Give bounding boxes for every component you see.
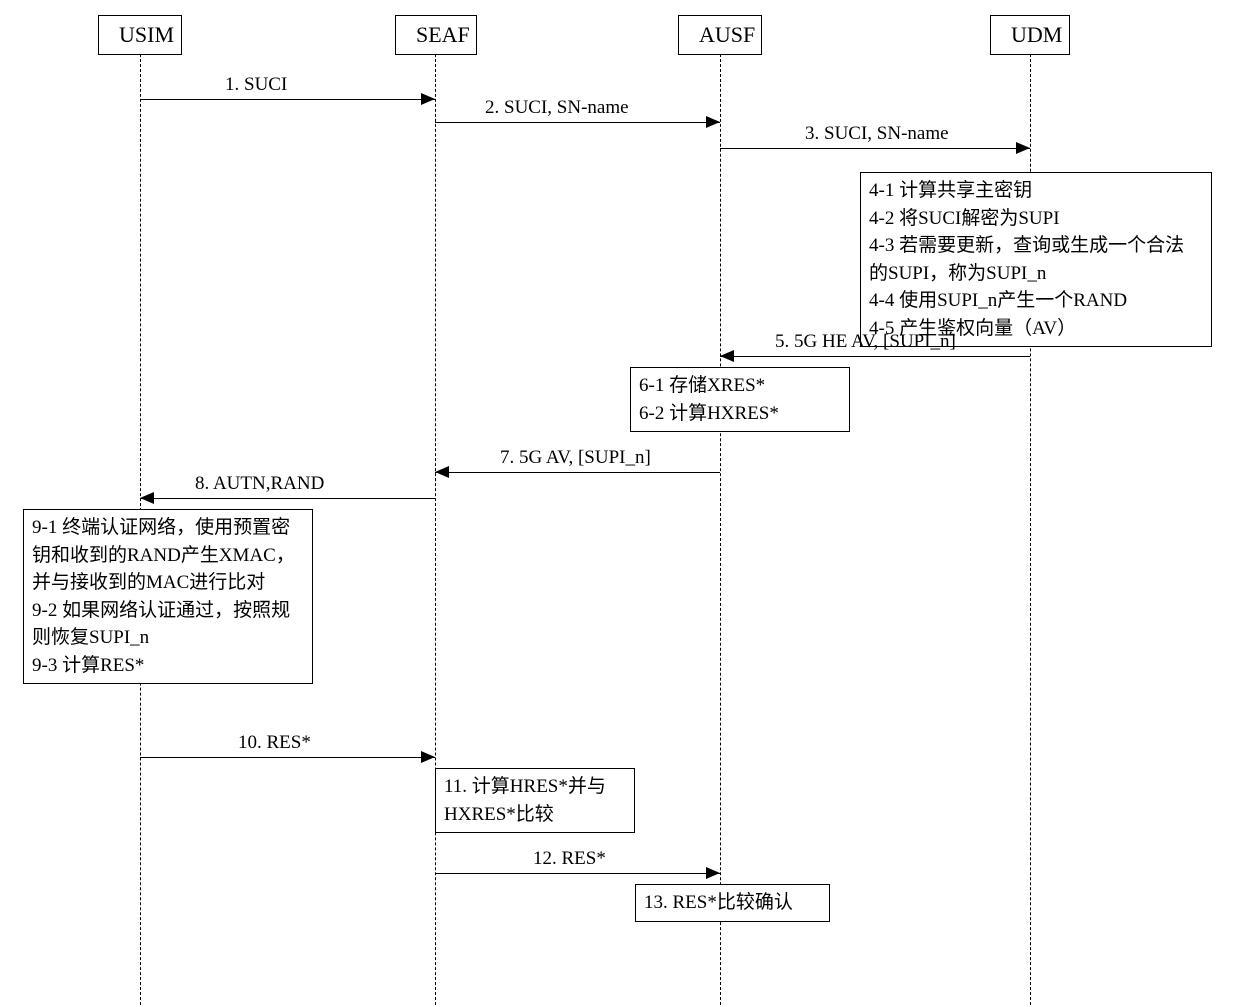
msg-2-arrow: [706, 116, 720, 128]
msg-7-label: 7. 5G AV, [SUPI_n]: [500, 447, 651, 469]
actor-seaf: SEAF: [395, 15, 477, 55]
msg-10-line: [140, 757, 435, 758]
msg-10-arrow: [421, 751, 435, 763]
msg-12-line: [435, 873, 720, 874]
msg-10-label: 10. RES*: [238, 732, 311, 754]
msg-7-arrow: [435, 466, 449, 478]
sequence-diagram: USIM SEAF AUSF UDM 1. SUCI 2. SUCI, SN-n…: [0, 0, 1240, 1007]
msg-12-label: 12. RES*: [533, 848, 606, 870]
msg-12-arrow: [706, 867, 720, 879]
msg-1-line: [140, 99, 435, 100]
note-4: 4-1 计算共享主密钥 4-2 将SUCI解密为SUPI 4-3 若需要更新，查…: [860, 172, 1212, 347]
actor-ausf: AUSF: [678, 15, 762, 55]
msg-8-line: [140, 498, 435, 499]
msg-5-line: [720, 356, 1030, 357]
note-6: 6-1 存储XRES* 6-2 计算HXRES*: [630, 367, 850, 432]
msg-7-line: [435, 472, 720, 473]
msg-5-label: 5. 5G HE AV, [SUPI_n]: [775, 331, 956, 353]
actor-usim: USIM: [98, 15, 182, 55]
note-9: 9-1 终端认证网络，使用预置密钥和收到的RAND产生XMAC，并与接收到的MA…: [23, 509, 313, 684]
note-11: 11. 计算HRES*并与HXRES*比较: [435, 768, 635, 833]
msg-3-line: [720, 148, 1030, 149]
msg-1-label: 1. SUCI: [225, 74, 287, 96]
msg-8-arrow: [140, 492, 154, 504]
msg-2-line: [435, 122, 720, 123]
actor-udm: UDM: [990, 15, 1070, 55]
lifeline-ausf: [720, 54, 721, 1005]
msg-1-arrow: [421, 93, 435, 105]
lifeline-seaf: [435, 54, 436, 1005]
msg-2-label: 2. SUCI, SN-name: [485, 97, 629, 119]
msg-3-label: 3. SUCI, SN-name: [805, 123, 949, 145]
msg-3-arrow: [1016, 142, 1030, 154]
msg-5-arrow: [720, 350, 734, 362]
note-13: 13. RES*比较确认: [635, 884, 830, 922]
msg-8-label: 8. AUTN,RAND: [195, 473, 324, 495]
